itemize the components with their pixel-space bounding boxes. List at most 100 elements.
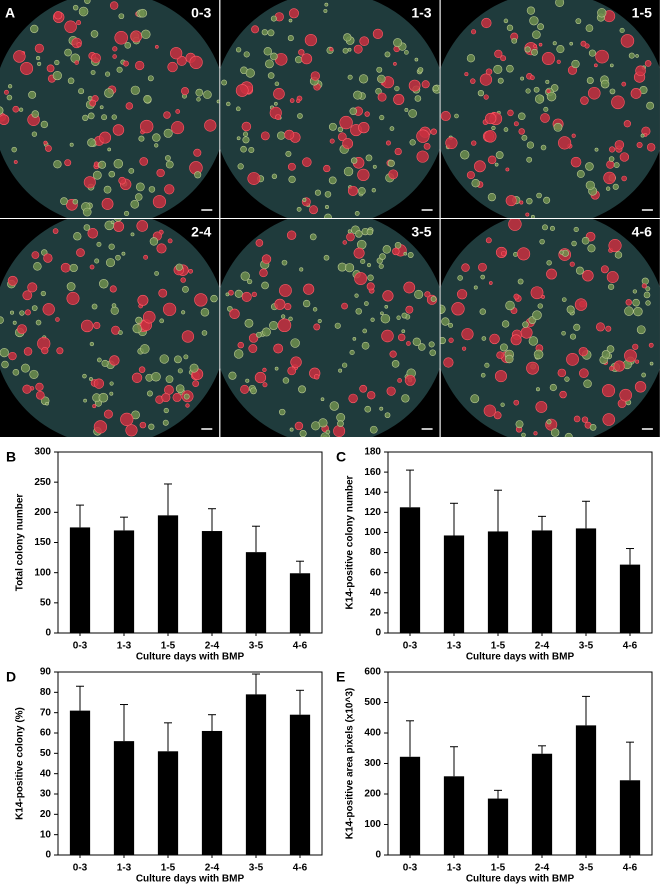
x-axis-label: Culture days with BMP bbox=[466, 652, 575, 663]
colony bbox=[378, 263, 384, 269]
colony bbox=[270, 52, 278, 61]
colony bbox=[417, 67, 424, 73]
colony bbox=[430, 128, 437, 135]
colony bbox=[317, 318, 322, 324]
colony bbox=[601, 350, 611, 359]
colony bbox=[64, 48, 72, 57]
x-tick-label: 3-5 bbox=[249, 863, 264, 874]
colony bbox=[46, 64, 55, 73]
colony bbox=[405, 305, 414, 314]
colony bbox=[267, 29, 275, 37]
colony bbox=[546, 419, 552, 425]
bar bbox=[157, 751, 179, 855]
colony bbox=[478, 262, 487, 272]
colony bbox=[624, 306, 634, 316]
colony bbox=[82, 114, 89, 121]
colony bbox=[393, 93, 405, 105]
colony bbox=[170, 47, 183, 60]
colony bbox=[634, 381, 647, 393]
colony bbox=[377, 92, 387, 102]
colony bbox=[284, 129, 295, 140]
colony bbox=[35, 390, 45, 400]
colony bbox=[147, 75, 154, 82]
colony bbox=[250, 387, 257, 395]
colony bbox=[520, 76, 525, 81]
y-tick-label: 100 bbox=[364, 527, 381, 538]
colony bbox=[379, 253, 386, 260]
colony bbox=[464, 72, 469, 77]
colony bbox=[240, 145, 247, 153]
colony bbox=[585, 162, 594, 171]
colony bbox=[111, 303, 117, 308]
colony bbox=[314, 189, 321, 196]
colony bbox=[429, 349, 436, 357]
bar bbox=[245, 694, 267, 855]
colony bbox=[134, 193, 143, 201]
colony bbox=[329, 138, 335, 144]
colony bbox=[497, 77, 504, 84]
bar bbox=[157, 515, 179, 633]
image-label: 2-4 bbox=[191, 224, 211, 240]
colony bbox=[261, 254, 272, 264]
colony bbox=[138, 135, 145, 142]
colony bbox=[612, 183, 619, 190]
colony bbox=[263, 47, 272, 56]
colony bbox=[303, 283, 315, 295]
colony bbox=[84, 0, 91, 4]
colony bbox=[324, 2, 329, 7]
colony bbox=[416, 129, 430, 143]
colony bbox=[341, 302, 348, 310]
colony bbox=[159, 354, 169, 364]
colony bbox=[609, 88, 616, 95]
colony bbox=[619, 27, 625, 34]
colony bbox=[125, 424, 138, 437]
colony bbox=[135, 182, 145, 192]
colony bbox=[98, 160, 107, 169]
colony bbox=[30, 24, 39, 34]
colony bbox=[594, 63, 598, 68]
colony bbox=[641, 372, 647, 378]
colony bbox=[41, 347, 49, 355]
bar bbox=[575, 725, 597, 855]
colony bbox=[353, 90, 363, 100]
colony bbox=[287, 366, 297, 376]
colony bbox=[52, 228, 59, 234]
x-tick-label: 1-5 bbox=[161, 641, 176, 652]
colony bbox=[0, 348, 9, 358]
colony bbox=[386, 386, 396, 396]
colony bbox=[182, 286, 189, 293]
colony bbox=[296, 206, 302, 212]
colony bbox=[525, 212, 530, 217]
y-tick-label: 60 bbox=[40, 728, 52, 739]
colony bbox=[536, 192, 542, 199]
colony bbox=[575, 18, 582, 25]
colony bbox=[389, 126, 395, 131]
colony bbox=[602, 384, 616, 398]
colony bbox=[534, 94, 545, 104]
colony bbox=[347, 185, 359, 196]
colony bbox=[115, 254, 121, 261]
colony bbox=[288, 175, 296, 184]
colony bbox=[571, 240, 577, 247]
colony bbox=[549, 225, 556, 231]
colony bbox=[367, 274, 374, 281]
colony bbox=[35, 382, 44, 392]
colony bbox=[33, 262, 42, 271]
colony bbox=[391, 360, 400, 368]
colony bbox=[165, 160, 174, 169]
colony bbox=[454, 113, 459, 119]
colony bbox=[343, 166, 354, 177]
colony bbox=[606, 345, 615, 353]
colony bbox=[485, 237, 492, 244]
colony bbox=[595, 322, 605, 332]
colony bbox=[354, 293, 359, 298]
colony bbox=[149, 237, 159, 246]
dish bbox=[0, 219, 220, 437]
colony bbox=[609, 365, 615, 371]
colony bbox=[494, 49, 503, 58]
colony bbox=[346, 232, 355, 242]
colony bbox=[643, 291, 651, 299]
colony bbox=[401, 329, 406, 334]
colony bbox=[130, 232, 135, 237]
colony bbox=[288, 8, 299, 19]
